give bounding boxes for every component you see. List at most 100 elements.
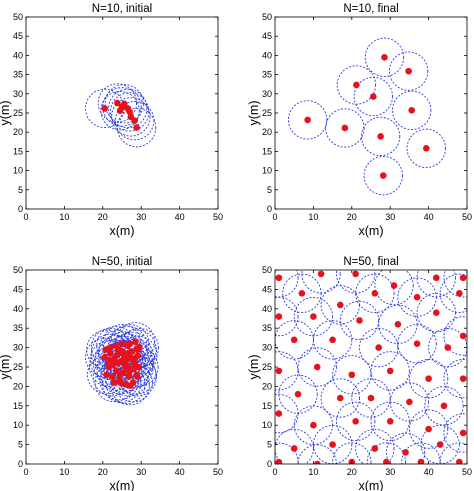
agent-point <box>298 289 306 297</box>
range-circle <box>406 128 446 168</box>
range-circle <box>115 101 155 141</box>
y-tick-label: 25 <box>13 362 23 372</box>
range-circle <box>355 273 395 313</box>
y-axis-label: y(m) <box>247 355 261 380</box>
x-tick-label: 40 <box>424 212 434 222</box>
x-axis-label: x(m) <box>359 479 384 491</box>
agent-point <box>329 441 336 448</box>
y-tick-label: 40 <box>13 50 23 60</box>
x-tick-label: 10 <box>59 212 69 222</box>
agent-points <box>101 99 140 131</box>
agent-point <box>352 418 359 425</box>
range-circle <box>100 91 140 131</box>
agent-point <box>459 375 467 382</box>
y-tick-label: 15 <box>262 401 272 411</box>
range-circle <box>320 378 360 418</box>
range-circle <box>102 87 142 127</box>
agent-point <box>126 108 133 116</box>
y-tick-label: 45 <box>13 31 23 41</box>
agent-point <box>310 421 317 429</box>
y-tick-label: 5 <box>267 185 272 195</box>
range-circle <box>110 324 150 364</box>
agent-point <box>102 346 110 353</box>
range-circle <box>353 76 393 117</box>
y-tick-label: 0 <box>267 459 272 469</box>
agent-point <box>114 351 121 358</box>
range-circle <box>366 442 407 464</box>
x-tick-label: 50 <box>462 212 472 222</box>
range-circle <box>385 432 426 464</box>
x-axis-label: x(m) <box>359 224 384 238</box>
range-circle <box>332 442 372 464</box>
agent-point <box>313 460 321 464</box>
agent-point <box>329 336 336 344</box>
range-circle <box>443 316 467 356</box>
agent-point <box>394 321 402 328</box>
range-circle <box>287 100 328 140</box>
range-circle <box>297 347 337 387</box>
range-circle <box>443 270 467 298</box>
range-circle <box>275 270 299 298</box>
chart-panel-4: 0 10 20 30 40 50 0 5 10 15 20 25 30 35 40 45 50 N=50, fin… <box>247 256 472 491</box>
agent-point <box>304 116 311 124</box>
y-tick-label: 15 <box>13 401 23 411</box>
range-circle <box>424 386 464 426</box>
agent-point <box>134 373 141 381</box>
x-axis-label: x(m) <box>110 224 135 238</box>
agent-point <box>275 274 283 282</box>
agent-point <box>133 124 140 131</box>
x-tick-label: 30 <box>136 467 146 477</box>
x-tick-label: 0 <box>23 467 28 477</box>
agent-point <box>381 54 388 61</box>
agent-points <box>304 54 430 179</box>
range-circle <box>97 83 138 123</box>
x-axis-label: x(m) <box>110 479 135 491</box>
y-tick-label: 0 <box>18 459 23 469</box>
y-tick-label: 40 <box>262 304 272 314</box>
agent-point <box>133 345 141 353</box>
agent-point <box>413 293 421 301</box>
range-circle <box>370 351 410 391</box>
agent-point <box>444 344 452 351</box>
y-tick-label: 30 <box>13 89 23 99</box>
range-circle <box>374 270 414 306</box>
agent-point <box>125 368 133 375</box>
agent-point <box>118 340 126 348</box>
range-circle <box>364 37 405 77</box>
agent-point <box>290 445 298 452</box>
agent-point <box>106 356 113 364</box>
agent-point <box>379 172 387 179</box>
y-tick-label: 0 <box>267 204 272 214</box>
agent-point <box>456 458 463 464</box>
range-circle <box>119 347 159 387</box>
y-tick-label: 5 <box>18 440 23 450</box>
range-circle <box>116 355 157 395</box>
x-tick-label: 20 <box>347 467 357 477</box>
y-tick-label: 45 <box>13 284 23 294</box>
agent-point <box>336 301 344 309</box>
range-circle <box>275 351 299 391</box>
agent-point <box>114 99 121 107</box>
y-tick-label: 0 <box>18 204 23 214</box>
agent-point <box>459 332 467 340</box>
agent-point <box>116 371 124 379</box>
agent-point <box>135 363 143 371</box>
agent-point <box>109 361 117 369</box>
chart-title: N=50, initial <box>92 256 152 268</box>
agent-point <box>436 441 444 448</box>
y-tick-label: 20 <box>13 127 23 137</box>
agent-point <box>275 367 283 375</box>
y-tick-label: 20 <box>262 381 272 391</box>
agent-point <box>111 379 118 386</box>
range-circle <box>388 51 429 91</box>
agent-point <box>126 340 133 348</box>
range-circles <box>275 270 467 464</box>
x-tick-label: 0 <box>272 212 277 222</box>
range-circle <box>116 107 157 148</box>
y-tick-label: 5 <box>18 185 23 195</box>
agent-point <box>402 449 409 456</box>
agent-point <box>103 371 110 379</box>
range-circle <box>111 97 151 137</box>
y-tick-label: 10 <box>13 420 23 430</box>
chart-panel-2: 0 10 20 30 40 50 0 5 10 15 20 25 30 35 40 45 50 N=10, fin… <box>247 3 472 238</box>
